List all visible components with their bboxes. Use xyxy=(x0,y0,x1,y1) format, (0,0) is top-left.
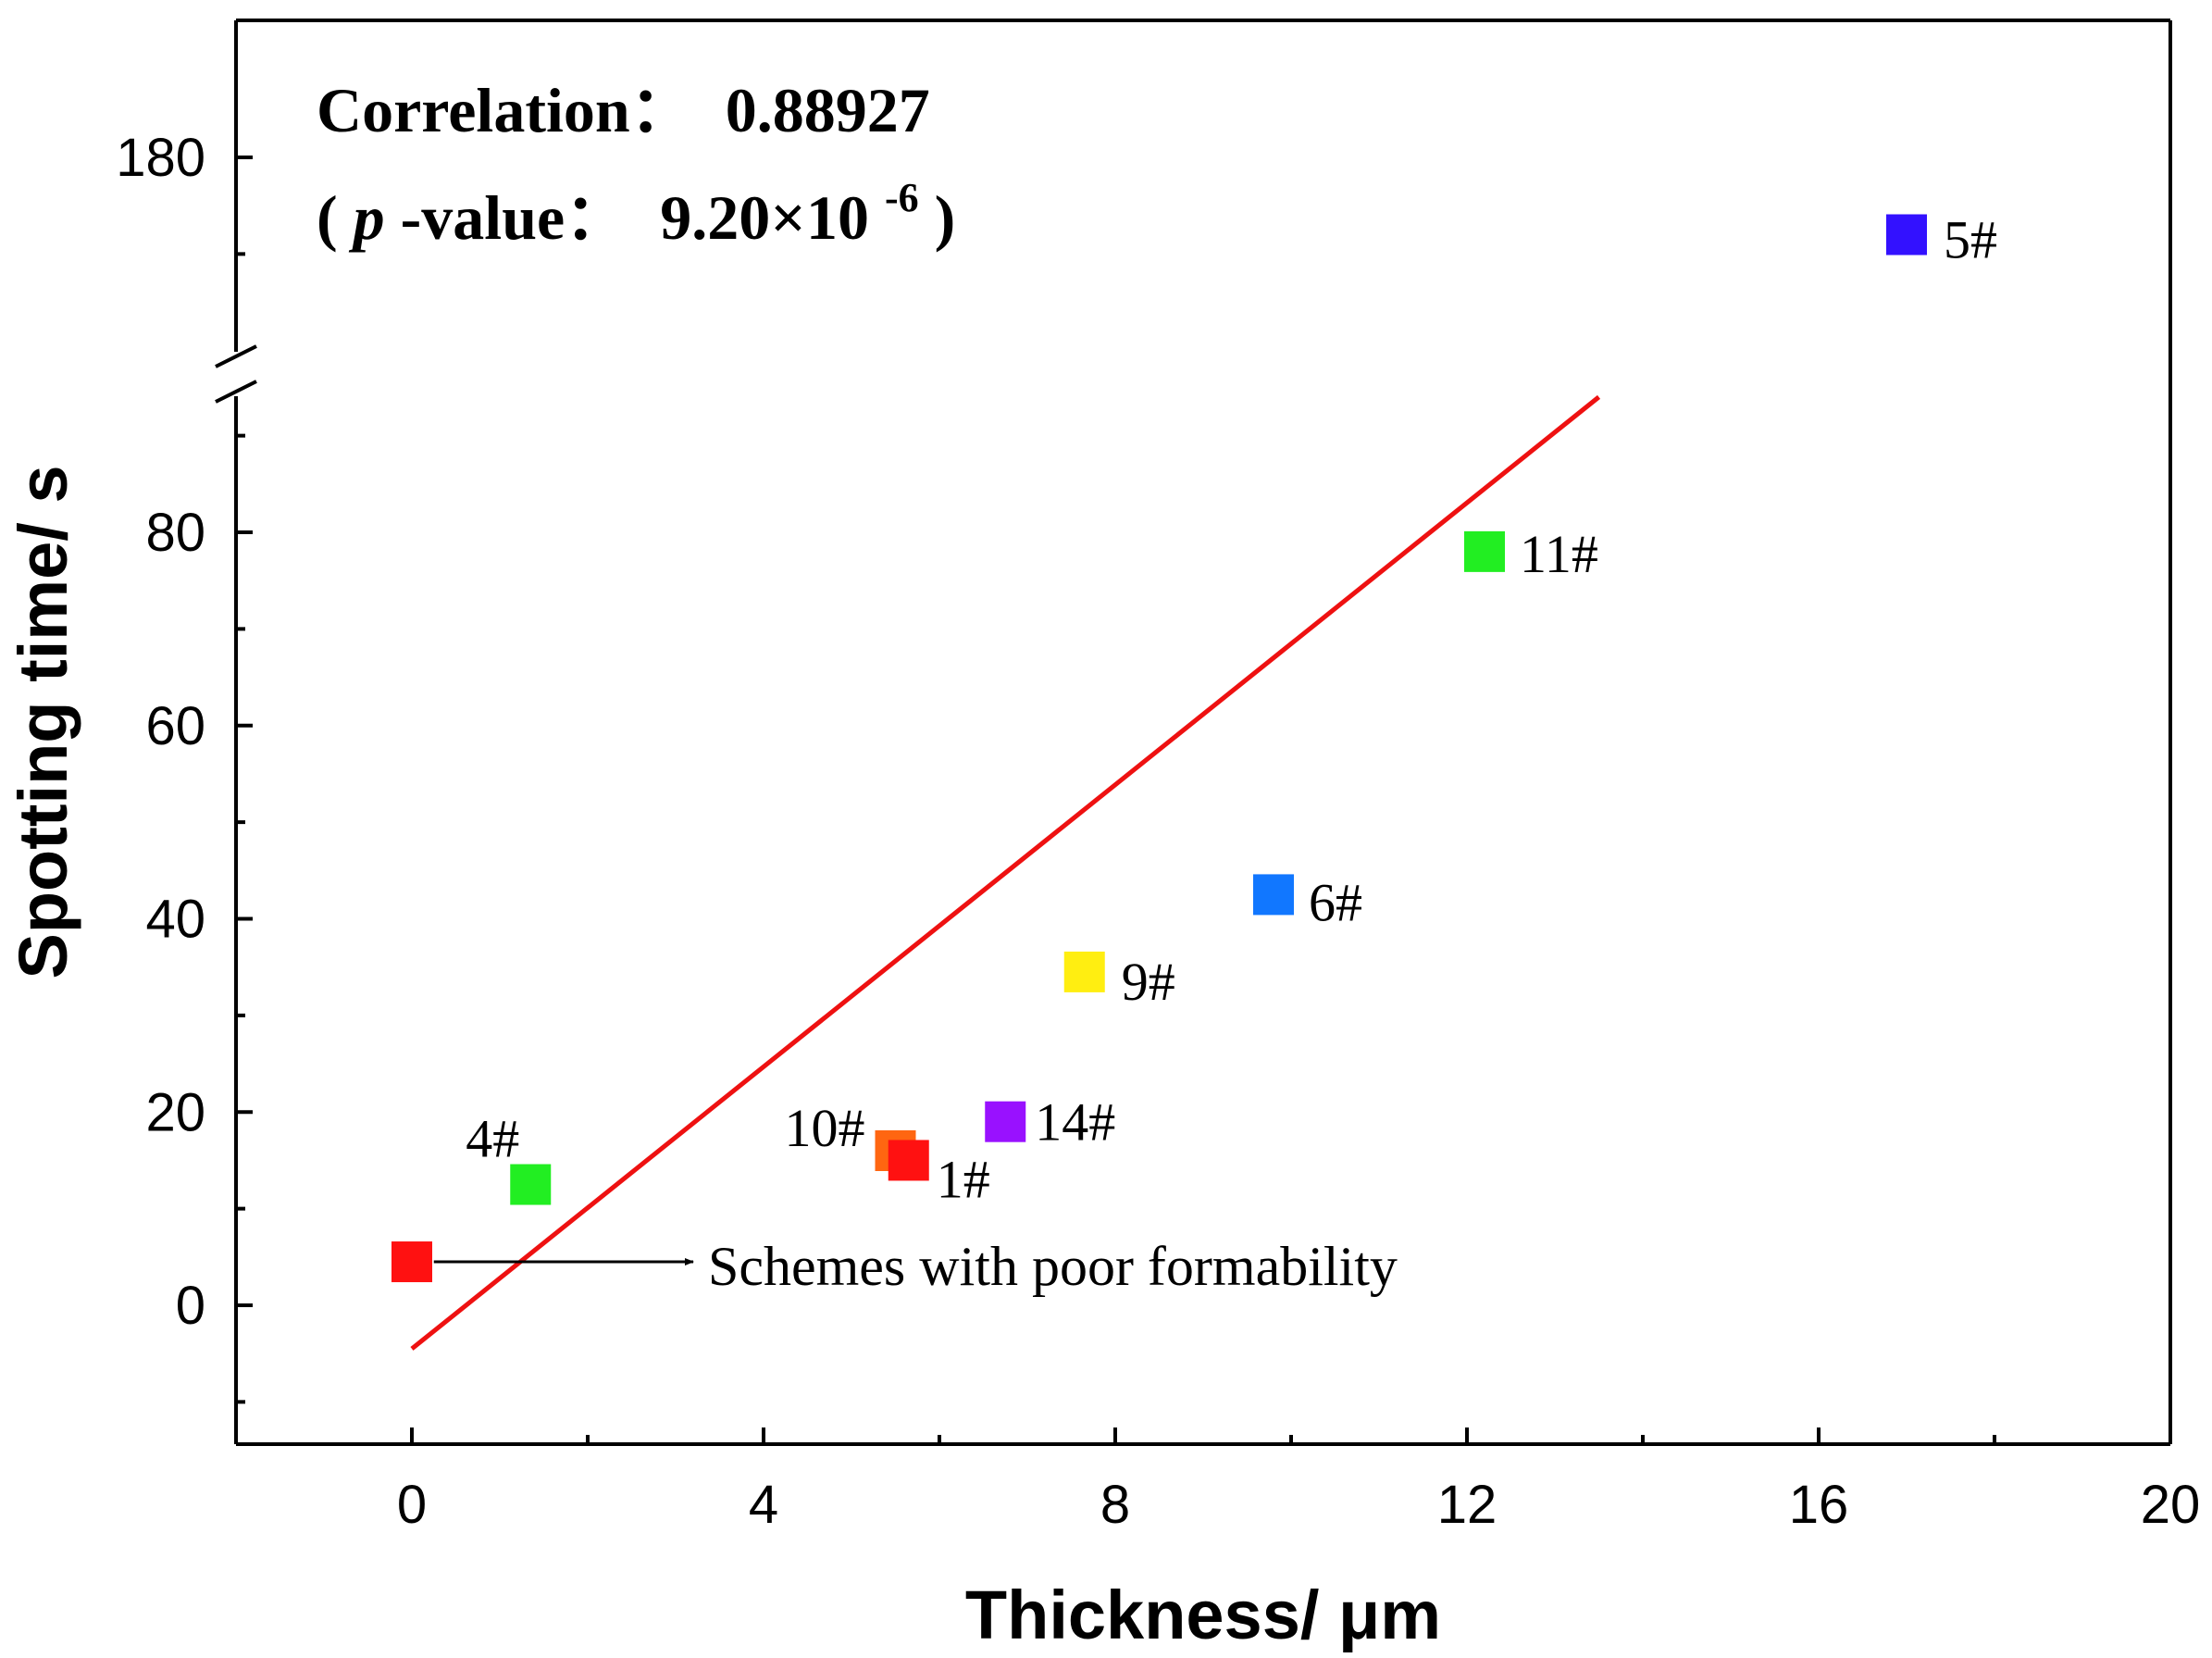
correlation-value: 0.88927 xyxy=(726,75,930,145)
x-tick-label: 0 xyxy=(397,1475,427,1535)
point-label: 4# xyxy=(466,1109,519,1169)
x-tick-label: 20 xyxy=(2141,1475,2201,1535)
y-tick-label: 80 xyxy=(145,503,205,563)
x-tick-label: 12 xyxy=(1437,1475,1497,1535)
point-label: 5# xyxy=(1944,210,1997,270)
x-tick-label: 8 xyxy=(1100,1475,1130,1535)
point-label: 11# xyxy=(1520,524,1598,584)
point-label: 6# xyxy=(1309,872,1362,932)
annotation-text: Schemes with poor formability xyxy=(708,1236,1398,1297)
scatter-point xyxy=(1253,874,1294,916)
point-label: 10# xyxy=(785,1098,865,1158)
x-tick-label: 16 xyxy=(1789,1475,1849,1535)
y-tick-label: 0 xyxy=(176,1276,205,1336)
scatter-point xyxy=(1464,530,1505,572)
x-axis-title: Thickness/ μm xyxy=(965,1577,1441,1653)
pvalue-p-symbol: p xyxy=(349,182,385,253)
correlation-label: Correlation： xyxy=(317,75,693,145)
pvalue-open-paren: ( xyxy=(317,182,338,253)
scatter-point xyxy=(510,1164,552,1205)
pvalue-label: -value： xyxy=(401,182,628,253)
axis-break-mark-bottom xyxy=(215,380,257,404)
data-points: 4# 10# 1# 14# 9# 6# 11# 5# xyxy=(391,210,1997,1283)
y-tick-label: 40 xyxy=(145,890,205,950)
point-label: 14# xyxy=(1035,1092,1115,1153)
x-axis-ticks: 0 4 8 12 16 20 xyxy=(397,1427,2200,1535)
correlation-text: Correlation： 0.88927 xyxy=(317,75,930,145)
pvalue-close-paren: ) xyxy=(935,182,956,253)
scatter-point xyxy=(1063,951,1105,992)
y-axis-ticks: 0 20 40 60 80 180 xyxy=(116,128,253,1404)
pvalue-text: ( p -value： 9.20×10 -6 ) xyxy=(317,155,955,253)
x-tick-label: 4 xyxy=(749,1475,778,1535)
scatter-point xyxy=(1886,214,1927,256)
scatter-point xyxy=(888,1140,929,1181)
scatter-point xyxy=(391,1241,432,1283)
pvalue-mantissa: 9.20×10 xyxy=(660,182,869,253)
pvalue-exponent: -6 xyxy=(885,175,919,220)
scatter-point xyxy=(985,1101,1026,1142)
y-tick-label: 60 xyxy=(145,696,205,756)
regression-fit-line xyxy=(410,394,1601,1351)
y-tick-label: 180 xyxy=(116,128,205,188)
point-label: 9# xyxy=(1122,952,1175,1012)
y-tick-label: 20 xyxy=(145,1082,205,1142)
axis-break-mark-top xyxy=(215,344,257,368)
y-axis-title: Spotting time/ s xyxy=(5,466,81,979)
point-label: 1# xyxy=(937,1149,990,1209)
